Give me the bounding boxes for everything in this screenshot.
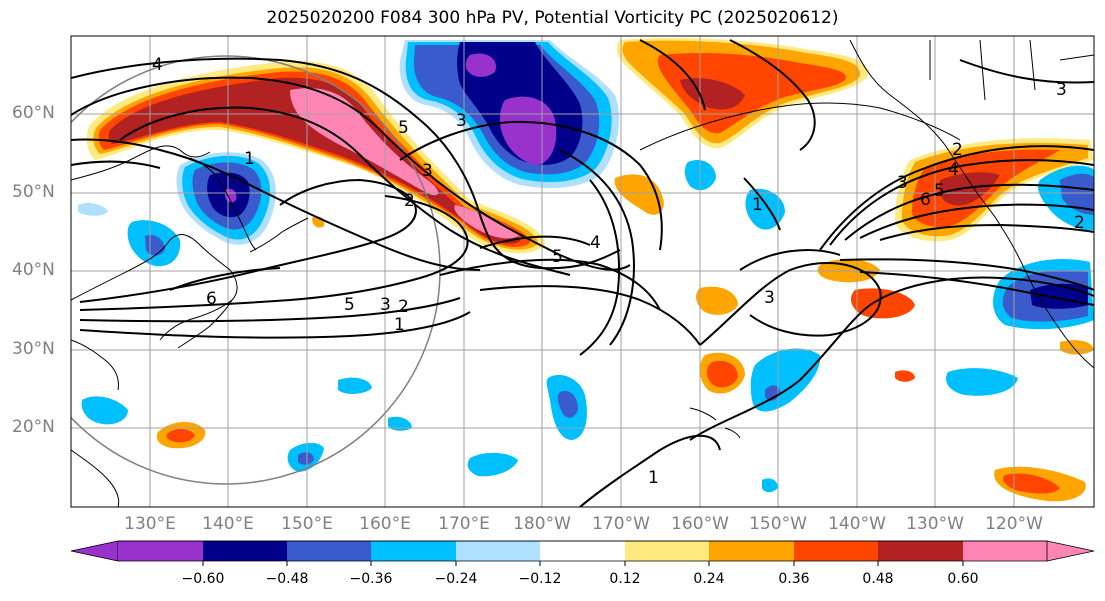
contour-label: 4 (948, 160, 959, 180)
longitude-label: 150°E (281, 514, 333, 534)
colorbar-bin (625, 541, 709, 561)
longitude-label: 130°W (906, 514, 964, 534)
colorbar-bin (540, 541, 625, 561)
contour-label: 4 (590, 233, 601, 253)
colorbar-bin (118, 541, 203, 561)
latitude-label: 50°N (12, 182, 55, 202)
contour-label: 3 (456, 111, 467, 131)
longitude-label: 140°E (202, 514, 254, 534)
latitude-label: 30°N (12, 339, 55, 359)
longitude-label: 120°W (985, 514, 1043, 534)
contour-label: 2 (1074, 213, 1085, 233)
longitude-label: 180°W (513, 514, 571, 534)
graticule (71, 36, 1094, 507)
contour-label: 3 (1056, 80, 1067, 100)
longitude-label: 160°E (359, 514, 411, 534)
latitude-label: 60°N (12, 103, 55, 123)
colorbar-bin (287, 541, 371, 561)
pv-contours (71, 39, 1094, 507)
latitude-label: 40°N (12, 260, 55, 280)
colorbar-tick-label: −0.48 (265, 571, 309, 587)
longitude-label: 130°E (124, 514, 176, 534)
contour-label: 3 (897, 173, 908, 193)
colorbar-bin (371, 541, 456, 561)
contour-label: 1 (244, 149, 255, 169)
contour-label: 3 (422, 161, 433, 181)
map-plot-area: 4 1 2 3 5 6 5 3 2 1 5 4 2 3 4 5 6 3 1 3 … (71, 36, 1094, 507)
colorbar-bin (963, 541, 1047, 561)
contour-label: 6 (206, 289, 217, 309)
contour-label: 3 (764, 288, 775, 308)
contour-label: 1 (648, 468, 659, 488)
longitude-label: 170°E (438, 514, 490, 534)
colorbar-tick-label: 0.36 (778, 571, 810, 587)
colorbar-tick-label: 0.24 (693, 571, 725, 587)
colorbar-tick-label: −0.60 (181, 571, 225, 587)
coastlines (71, 39, 1094, 507)
map-frame (70, 35, 1095, 508)
colorbar (70, 540, 1095, 566)
colorbar-bin (878, 541, 963, 561)
contour-label-group: 4 1 2 3 5 6 5 3 2 1 5 4 2 3 4 5 6 3 1 3 … (152, 55, 1085, 488)
contour-label: 2 (404, 191, 415, 211)
longitude-label: 140°W (828, 514, 886, 534)
colorbar-bin (203, 541, 287, 561)
colorbar-bin (794, 541, 878, 561)
contour-label: 2 (952, 140, 963, 160)
colorbar-extend-high (1046, 540, 1095, 562)
contour-label: 1 (752, 195, 763, 215)
contour-label: 6 (920, 190, 931, 210)
colorbar-tick-label: 0.60 (947, 571, 979, 587)
colorbar-tick-label: −0.12 (518, 571, 562, 587)
contour-label: 4 (152, 55, 163, 75)
contour-label: 1 (394, 315, 405, 335)
map-title: 2025020200 F084 300 hPa PV, Potential Vo… (266, 8, 839, 28)
colorbar-extend-low (70, 540, 119, 562)
contour-label: 3 (380, 295, 391, 315)
colorbar-tick-label: −0.36 (349, 571, 393, 587)
contour-label: 5 (934, 181, 945, 201)
longitude-label: 150°W (749, 514, 807, 534)
contour-label: 2 (398, 297, 409, 317)
longitude-label: 160°W (671, 514, 729, 534)
colorbar-tick-label: −0.24 (434, 571, 478, 587)
colorbar-tick-label: 0.12 (609, 571, 641, 587)
contour-label: 5 (398, 118, 409, 138)
longitude-label: 170°W (592, 514, 650, 534)
colorbar-tick-label: 0.48 (862, 571, 894, 587)
colorbar-bin (709, 541, 794, 561)
colorbar-bin (456, 541, 540, 561)
contour-label: 5 (552, 247, 563, 267)
contour-label: 5 (344, 295, 355, 315)
latitude-label: 20°N (12, 417, 55, 437)
